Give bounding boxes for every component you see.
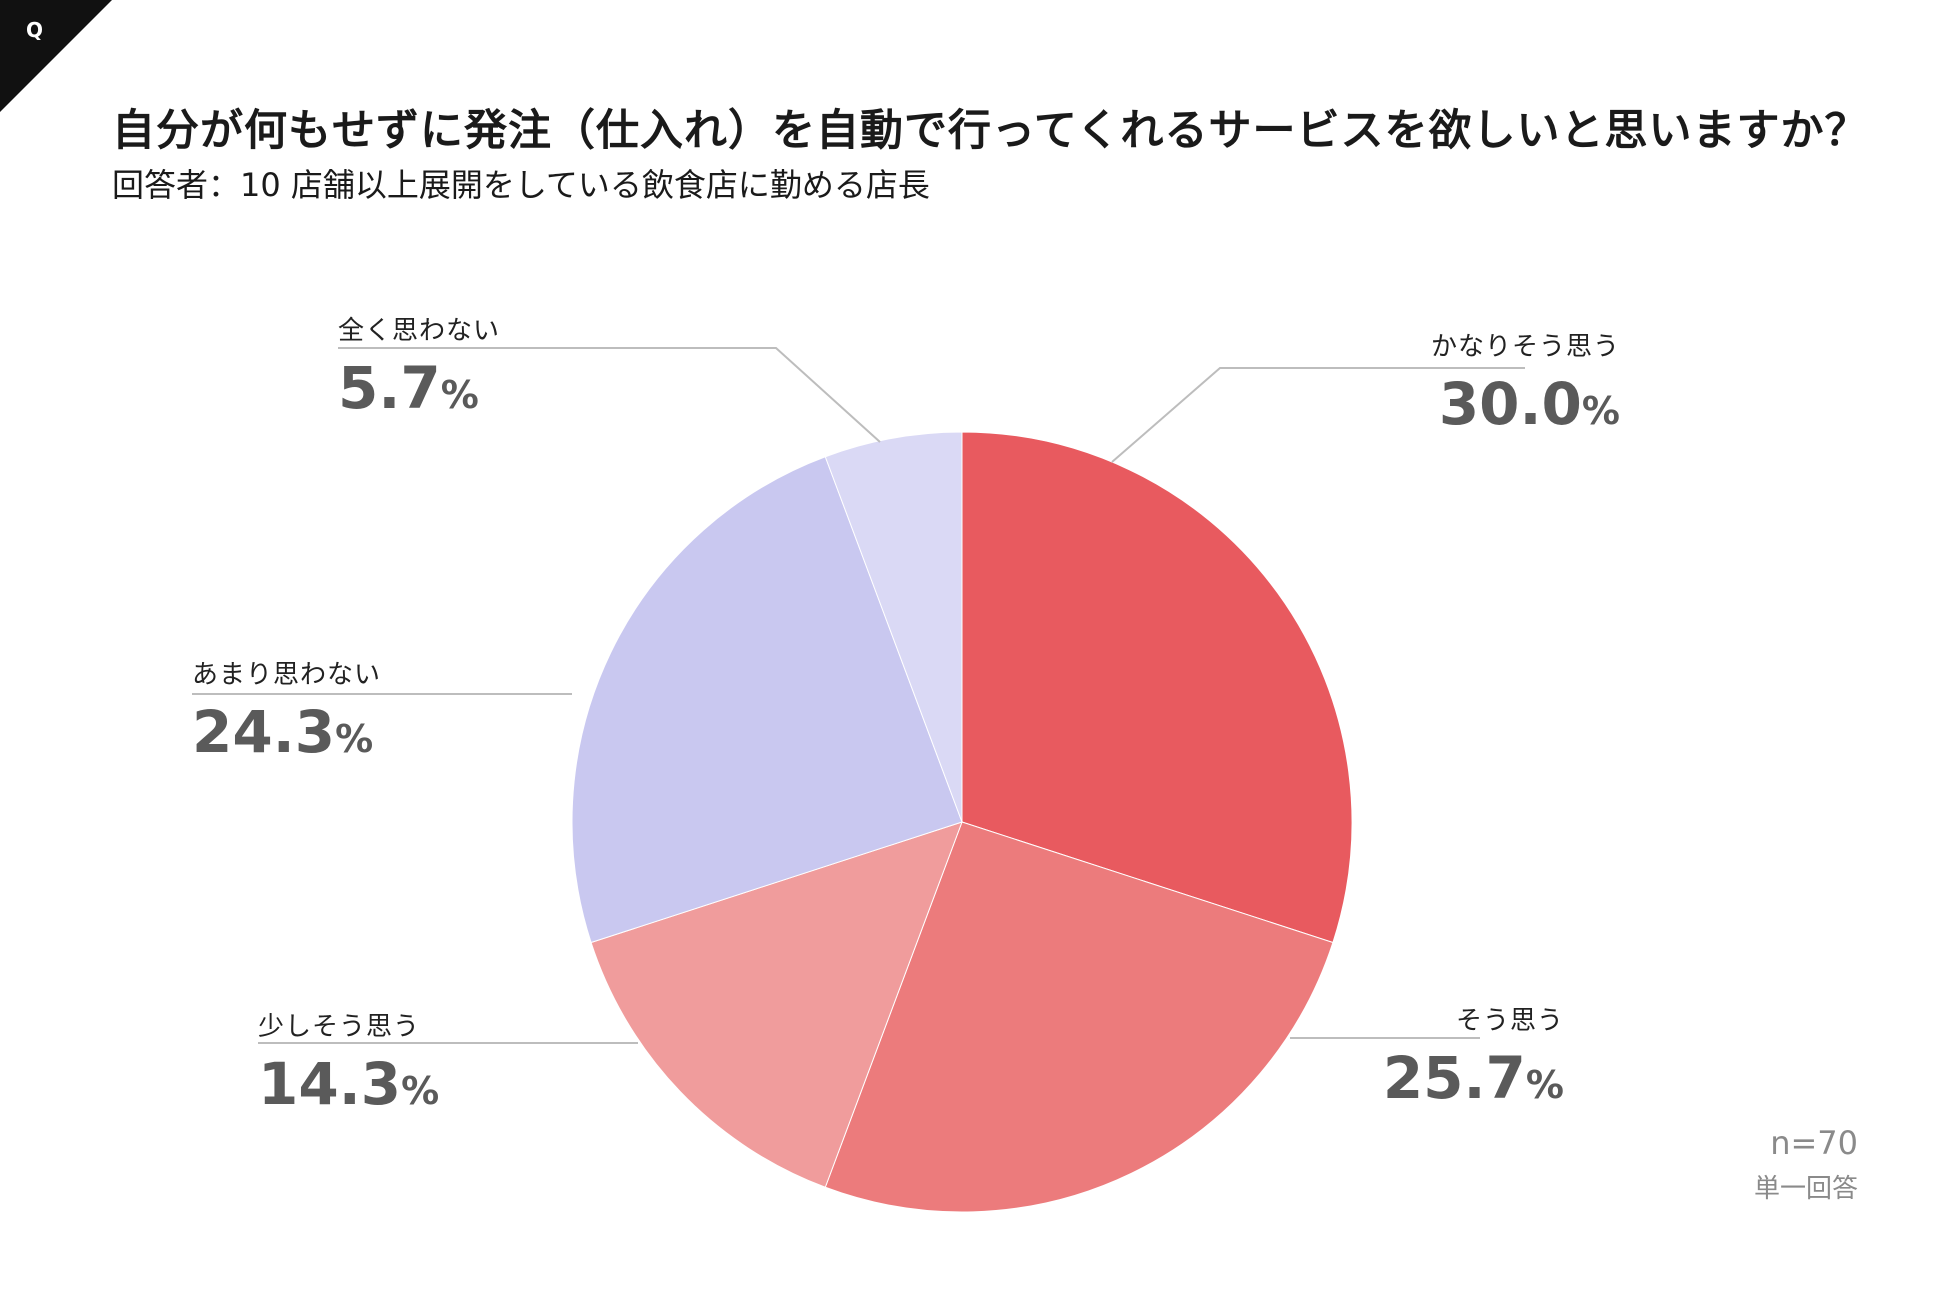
slice-value: 5.7 xyxy=(338,354,441,422)
pie-slice-not-at-all xyxy=(824,431,963,823)
slice-value: 14.3 xyxy=(258,1050,402,1118)
slice-label-not-at-all: 全く思わない 5.7% xyxy=(338,310,500,417)
percent-unit: % xyxy=(1525,1063,1564,1107)
answer-type: 単一回答 xyxy=(1753,1174,1858,1204)
question-letter: Q xyxy=(26,18,44,42)
leader-not-at-all xyxy=(338,347,881,443)
percent-unit: % xyxy=(335,717,374,761)
leader-very-agree xyxy=(1111,367,1525,463)
percent-unit: % xyxy=(1581,389,1620,433)
pie-slice-not-much xyxy=(571,456,963,944)
slice-percent: 14.3% xyxy=(258,1055,439,1113)
slice-name: かなりそう思う xyxy=(1430,332,1620,362)
slice-value: 30.0 xyxy=(1438,370,1582,438)
pie-slice-somewhat-agree xyxy=(590,821,963,1188)
sample-size: n=70 xyxy=(1770,1124,1858,1162)
pie-slice-agree xyxy=(824,821,1334,1213)
slice-name: 全く思わない xyxy=(338,316,501,346)
slice-label-very-agree: かなりそう思う 30.0% xyxy=(1431,326,1620,433)
slice-name: 少しそう思う xyxy=(258,1012,421,1042)
chart-subtitle: 回答者：10 店舗以上展開をしている飲食店に勤める店長 xyxy=(112,166,930,204)
pie-slices xyxy=(571,431,1353,1213)
slice-name: そう思う xyxy=(1455,1006,1564,1036)
chart-title: 自分が何もせずに発注（仕入れ）を自動で行ってくれるサービスを欲しいと思いますか？ xyxy=(112,106,1869,156)
slice-percent: 25.7% xyxy=(1383,1049,1564,1107)
slice-label-somewhat-agree: 少しそう思う 14.3% xyxy=(258,1006,439,1113)
corner-triangle xyxy=(0,0,112,112)
pie-slice-very-agree xyxy=(961,431,1353,944)
slice-percent: 5.7% xyxy=(338,359,500,417)
slice-label-agree: そう思う 25.7% xyxy=(1383,1000,1564,1107)
slice-value: 24.3 xyxy=(192,698,336,766)
percent-unit: % xyxy=(401,1069,440,1113)
leader-lines xyxy=(192,347,1525,1044)
percent-unit: % xyxy=(440,373,479,417)
slice-value: 25.7 xyxy=(1382,1044,1526,1112)
question-corner-badge: Q xyxy=(0,0,112,112)
slice-percent: 24.3% xyxy=(192,703,381,761)
slice-percent: 30.0% xyxy=(1431,375,1620,433)
slice-name: あまり思わない xyxy=(192,660,382,690)
slice-label-not-much: あまり思わない 24.3% xyxy=(192,654,381,761)
